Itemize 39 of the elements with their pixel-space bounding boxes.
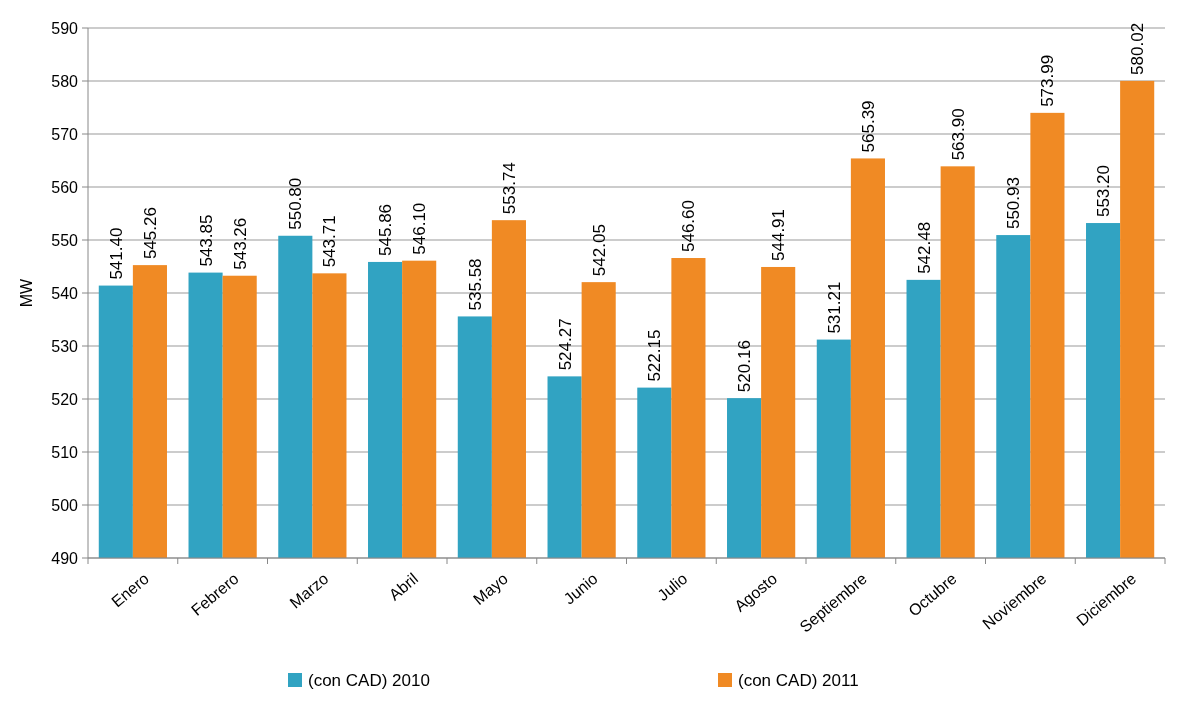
data-label: 546.60 — [679, 200, 699, 253]
y-tick-label: 590 — [51, 19, 79, 37]
legend-label: (con CAD) 2010 — [308, 670, 430, 690]
data-label: 565.39 — [858, 100, 878, 153]
y-tick-label: 570 — [51, 125, 79, 143]
y-tick-label: 560 — [51, 178, 79, 196]
data-label: 543.71 — [320, 215, 340, 268]
data-label: 542.48 — [914, 221, 934, 274]
y-tick-label: 550 — [51, 231, 79, 249]
data-label: 541.40 — [106, 227, 126, 280]
data-label: 545.26 — [140, 207, 160, 260]
data-label: 520.16 — [735, 340, 755, 393]
y-tick-label: 510 — [51, 443, 79, 461]
y-tick-label: 580 — [51, 72, 79, 90]
y-tick-label: 520 — [51, 390, 79, 408]
data-label: 573.99 — [1038, 54, 1058, 107]
data-label: 550.93 — [1004, 177, 1024, 230]
data-label: 580.02 — [1128, 22, 1148, 75]
data-label: 544.91 — [769, 208, 789, 261]
data-label: 550.80 — [286, 177, 306, 230]
y-tick-label: 530 — [51, 337, 79, 355]
data-label: 524.27 — [555, 318, 575, 371]
data-label: 542.05 — [589, 224, 609, 277]
data-label: 522.15 — [645, 329, 665, 382]
y-axis-title: MW — [18, 277, 35, 308]
x-tick-label: Julio — [654, 569, 691, 605]
data-label: 535.58 — [465, 258, 485, 311]
data-label: 543.26 — [230, 217, 250, 270]
data-label: 546.10 — [410, 202, 430, 255]
y-tick-label: 540 — [51, 284, 79, 302]
data-label: 553.20 — [1094, 165, 1114, 218]
data-label: 563.90 — [948, 108, 968, 161]
legend-label: (con CAD) 2011 — [738, 670, 859, 690]
y-tick-label: 500 — [51, 496, 79, 514]
data-label: 553.74 — [499, 162, 519, 215]
data-label: 545.86 — [376, 203, 396, 256]
data-label: 543.85 — [196, 214, 216, 267]
data-label: 531.21 — [824, 281, 844, 334]
y-tick-label: 490 — [51, 549, 79, 567]
